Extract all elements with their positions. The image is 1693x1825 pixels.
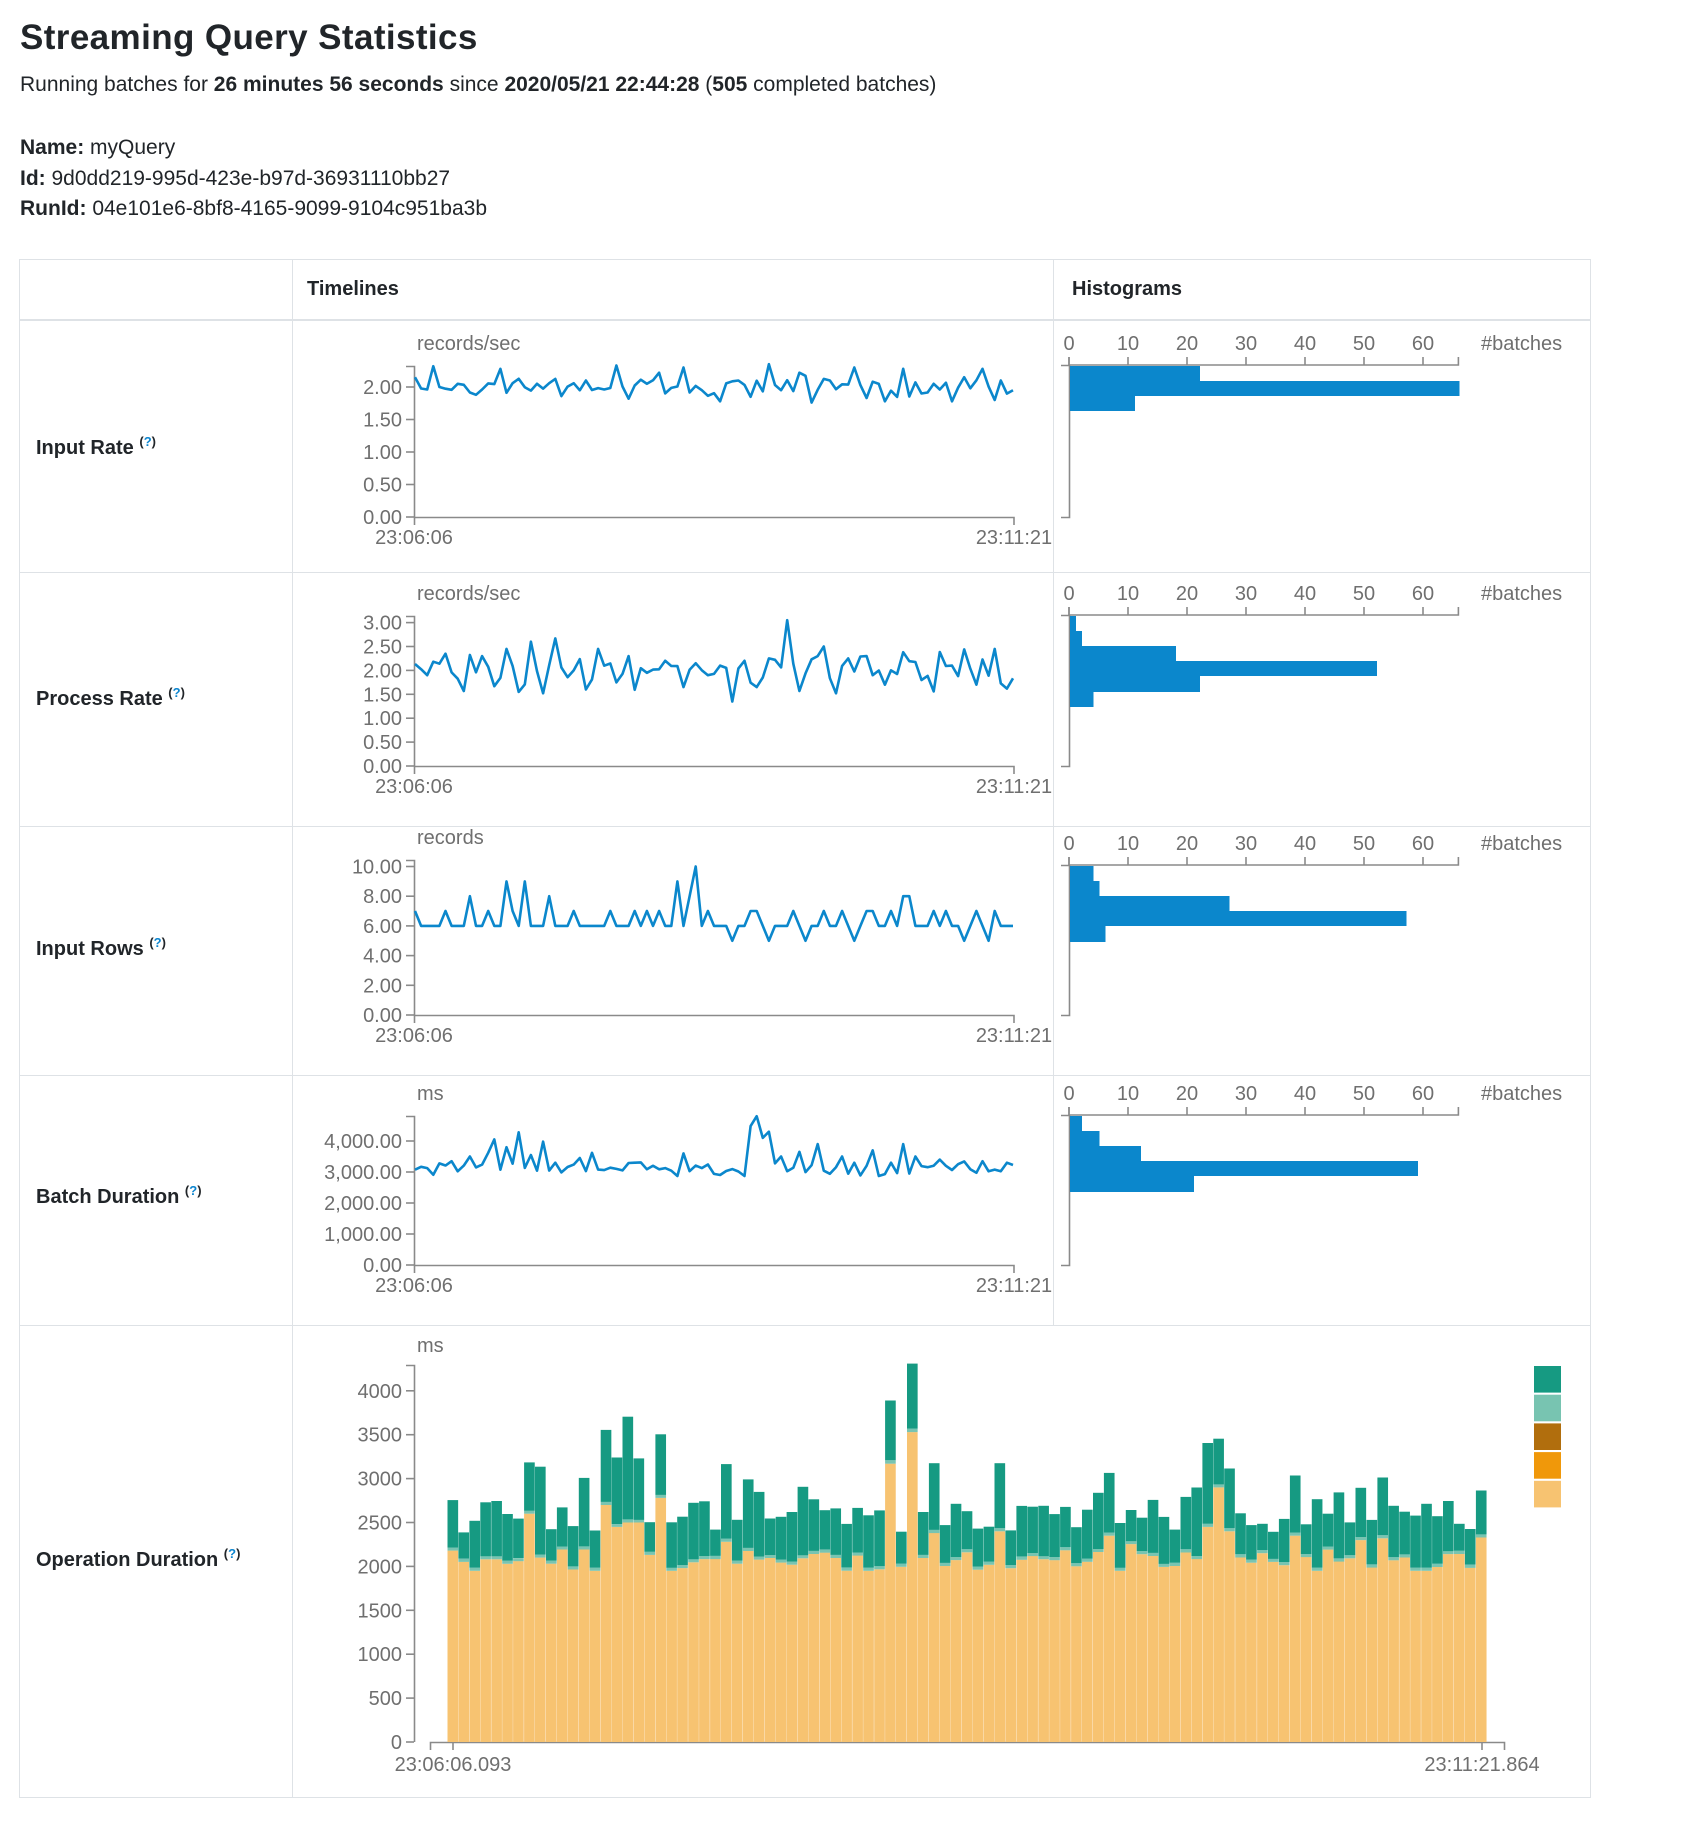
svg-text:2,000.00: 2,000.00 — [324, 1193, 402, 1215]
svg-text:30: 30 — [1235, 583, 1257, 605]
svg-text:20: 20 — [1176, 333, 1198, 355]
svg-text:10: 10 — [1117, 1083, 1139, 1105]
svg-text:8.00: 8.00 — [363, 886, 402, 908]
svg-text:2.50: 2.50 — [363, 637, 402, 659]
svg-text:0.00: 0.00 — [363, 756, 402, 778]
svg-text:2500: 2500 — [358, 1513, 403, 1535]
svg-text:10: 10 — [1117, 583, 1139, 605]
svg-text:1,000.00: 1,000.00 — [324, 1224, 402, 1246]
svg-text:30: 30 — [1235, 333, 1257, 355]
svg-text:20: 20 — [1176, 583, 1198, 605]
svg-text:1.00: 1.00 — [363, 708, 402, 730]
svg-text:23:11:21: 23:11:21 — [976, 776, 1052, 798]
svg-text:ms: ms — [417, 1335, 444, 1357]
svg-text:4.00: 4.00 — [363, 946, 402, 968]
svg-text:3500: 3500 — [358, 1425, 403, 1447]
svg-text:23:11:21: 23:11:21 — [976, 1275, 1052, 1297]
svg-text:#batches: #batches — [1481, 1083, 1562, 1105]
svg-text:50: 50 — [1353, 1083, 1375, 1105]
svg-text:40: 40 — [1294, 833, 1316, 855]
svg-text:40: 40 — [1294, 333, 1316, 355]
svg-text:2.00: 2.00 — [363, 660, 402, 682]
svg-text:23:06:06: 23:06:06 — [375, 776, 453, 798]
svg-text:23:11:21.864: 23:11:21.864 — [1424, 1754, 1539, 1776]
svg-text:20: 20 — [1176, 1083, 1198, 1105]
svg-text:50: 50 — [1353, 833, 1375, 855]
svg-text:1500: 1500 — [358, 1600, 403, 1622]
svg-text:records/sec: records/sec — [417, 333, 520, 355]
svg-text:60: 60 — [1412, 1083, 1434, 1105]
svg-text:1.00: 1.00 — [363, 442, 402, 464]
svg-text:ms: ms — [417, 1083, 444, 1105]
svg-text:1.50: 1.50 — [363, 684, 402, 706]
svg-text:1000: 1000 — [358, 1644, 403, 1666]
svg-text:3,000.00: 3,000.00 — [324, 1162, 402, 1184]
svg-text:60: 60 — [1412, 333, 1434, 355]
svg-text:23:11:21: 23:11:21 — [976, 527, 1052, 549]
svg-text:0.50: 0.50 — [363, 732, 402, 754]
svg-text:30: 30 — [1235, 833, 1257, 855]
svg-text:0: 0 — [1063, 1083, 1074, 1105]
svg-text:0: 0 — [1063, 333, 1074, 355]
svg-text:10: 10 — [1117, 833, 1139, 855]
svg-text:23:06:06: 23:06:06 — [375, 1025, 453, 1047]
svg-text:40: 40 — [1294, 1083, 1316, 1105]
svg-text:23:06:06.093: 23:06:06.093 — [395, 1754, 512, 1776]
svg-text:1.50: 1.50 — [363, 410, 402, 432]
svg-text:0.00: 0.00 — [363, 507, 402, 529]
svg-text:60: 60 — [1412, 583, 1434, 605]
svg-text:10: 10 — [1117, 333, 1139, 355]
svg-text:4000: 4000 — [358, 1381, 403, 1403]
svg-text:records/sec: records/sec — [417, 583, 520, 605]
svg-text:40: 40 — [1294, 583, 1316, 605]
svg-text:23:11:21: 23:11:21 — [976, 1025, 1052, 1047]
svg-text:#batches: #batches — [1481, 583, 1562, 605]
svg-text:#batches: #batches — [1481, 833, 1562, 855]
svg-text:3000: 3000 — [358, 1469, 403, 1491]
svg-text:10.00: 10.00 — [352, 857, 402, 879]
svg-text:6.00: 6.00 — [363, 916, 402, 938]
svg-text:23:06:06: 23:06:06 — [375, 1275, 453, 1297]
svg-text:50: 50 — [1353, 583, 1375, 605]
svg-text:#batches: #batches — [1481, 333, 1562, 355]
svg-text:4,000.00: 4,000.00 — [324, 1131, 402, 1153]
svg-text:0: 0 — [391, 1732, 402, 1754]
svg-text:0.00: 0.00 — [363, 1255, 402, 1277]
svg-text:records: records — [417, 827, 484, 849]
svg-text:3.00: 3.00 — [363, 613, 402, 635]
svg-text:2.00: 2.00 — [363, 975, 402, 997]
svg-text:0: 0 — [1063, 583, 1074, 605]
svg-text:0: 0 — [1063, 833, 1074, 855]
svg-text:30: 30 — [1235, 1083, 1257, 1105]
svg-text:0.00: 0.00 — [363, 1005, 402, 1027]
svg-text:500: 500 — [369, 1688, 402, 1710]
svg-text:2.00: 2.00 — [363, 377, 402, 399]
svg-text:50: 50 — [1353, 333, 1375, 355]
svg-text:23:06:06: 23:06:06 — [375, 527, 453, 549]
svg-text:60: 60 — [1412, 833, 1434, 855]
svg-text:0.50: 0.50 — [363, 475, 402, 497]
svg-text:20: 20 — [1176, 833, 1198, 855]
svg-text:2000: 2000 — [358, 1556, 403, 1578]
